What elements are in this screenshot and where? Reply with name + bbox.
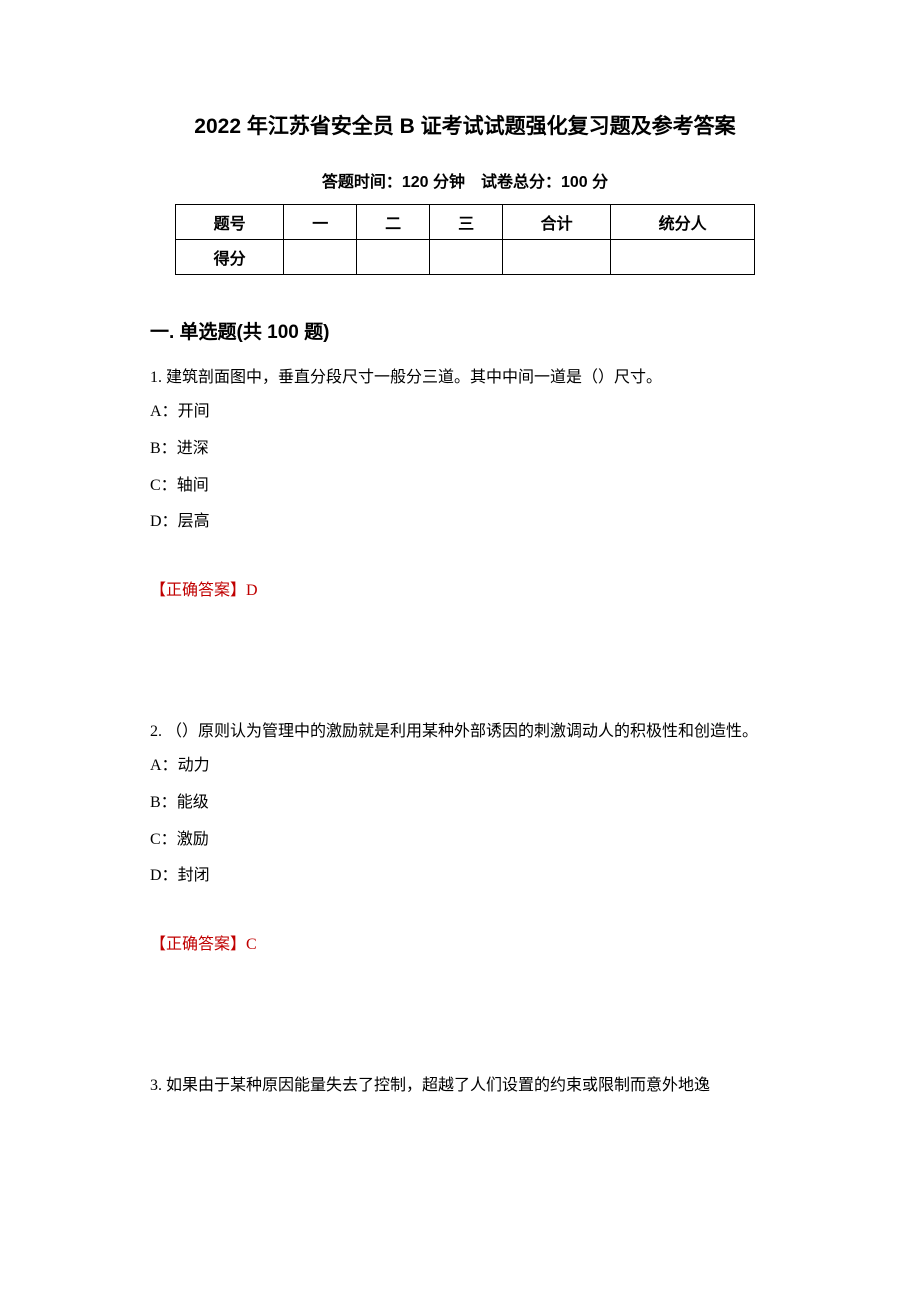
question-block: 2. （）原则认为管理中的激励就是利用某种外部诱因的刺激调动人的积极性和创造性。…: [150, 716, 780, 960]
empty-cell: [611, 240, 755, 275]
option-d: D：封闭: [150, 858, 780, 895]
option-text: 开间: [178, 403, 210, 420]
option-d: D：层高: [150, 504, 780, 541]
option-text: 进深: [177, 440, 209, 457]
score-table: 题号 一 二 三 合计 统分人 得分: [175, 204, 755, 275]
page-title: 2022 年江苏省安全员 B 证考试试题强化复习题及参考答案: [150, 110, 780, 140]
option-c: C：轴间: [150, 468, 780, 505]
option-label: D：: [150, 867, 178, 884]
header-cell: 统分人: [611, 205, 755, 240]
table-score-row: 得分: [176, 240, 755, 275]
option-text: 封闭: [178, 867, 210, 884]
option-text: 动力: [178, 757, 210, 774]
option-label: A：: [150, 757, 178, 774]
option-label: C：: [150, 477, 177, 494]
empty-cell: [503, 240, 611, 275]
answer-label: 【正确答案】: [150, 582, 246, 599]
answer: 【正确答案】D: [150, 577, 780, 606]
option-text: 层高: [178, 513, 210, 530]
empty-cell: [430, 240, 503, 275]
option-label: A：: [150, 403, 178, 420]
question-text: 1. 建筑剖面图中，垂直分段尺寸一般分三道。其中中间一道是（）尺寸。: [150, 362, 780, 394]
table-header-row: 题号 一 二 三 合计 统分人: [176, 205, 755, 240]
option-text: 激励: [177, 831, 209, 848]
empty-cell: [284, 240, 357, 275]
answer-value: C: [246, 936, 257, 953]
question-number: 1.: [150, 369, 162, 386]
option-b: B：进深: [150, 431, 780, 468]
question-block: 3. 如果由于某种原因能量失去了控制，超越了人们设置的约束或限制而意外地逸: [150, 1070, 780, 1102]
answer: 【正确答案】C: [150, 931, 780, 960]
header-cell: 三: [430, 205, 503, 240]
option-text: 轴间: [177, 477, 209, 494]
empty-cell: [357, 240, 430, 275]
header-cell: 一: [284, 205, 357, 240]
question-body: 建筑剖面图中，垂直分段尺寸一般分三道。其中中间一道是（）尺寸。: [166, 369, 662, 386]
question-number: 2.: [150, 723, 162, 740]
page-subtitle: 答题时间：120 分钟 试卷总分：100 分: [150, 168, 780, 192]
question-block: 1. 建筑剖面图中，垂直分段尺寸一般分三道。其中中间一道是（）尺寸。 A：开间 …: [150, 362, 780, 606]
question-number: 3.: [150, 1077, 162, 1094]
option-label: B：: [150, 794, 177, 811]
question-body: 如果由于某种原因能量失去了控制，超越了人们设置的约束或限制而意外地逸: [166, 1077, 710, 1094]
header-cell: 合计: [503, 205, 611, 240]
option-label: B：: [150, 440, 177, 457]
option-b: B：能级: [150, 785, 780, 822]
header-cell: 二: [357, 205, 430, 240]
row-label-cell: 得分: [176, 240, 284, 275]
question-body: （）原则认为管理中的激励就是利用某种外部诱因的刺激调动人的积极性和创造性。: [166, 723, 758, 740]
option-label: C：: [150, 831, 177, 848]
option-a: A：动力: [150, 748, 780, 785]
option-c: C：激励: [150, 822, 780, 859]
option-text: 能级: [177, 794, 209, 811]
option-a: A：开间: [150, 394, 780, 431]
question-text: 2. （）原则认为管理中的激励就是利用某种外部诱因的刺激调动人的积极性和创造性。: [150, 716, 780, 748]
header-cell: 题号: [176, 205, 284, 240]
answer-label: 【正确答案】: [150, 936, 246, 953]
question-text: 3. 如果由于某种原因能量失去了控制，超越了人们设置的约束或限制而意外地逸: [150, 1070, 780, 1102]
section-header: 一. 单选题(共 100 题): [150, 317, 780, 344]
option-label: D：: [150, 513, 178, 530]
answer-value: D: [246, 582, 258, 599]
